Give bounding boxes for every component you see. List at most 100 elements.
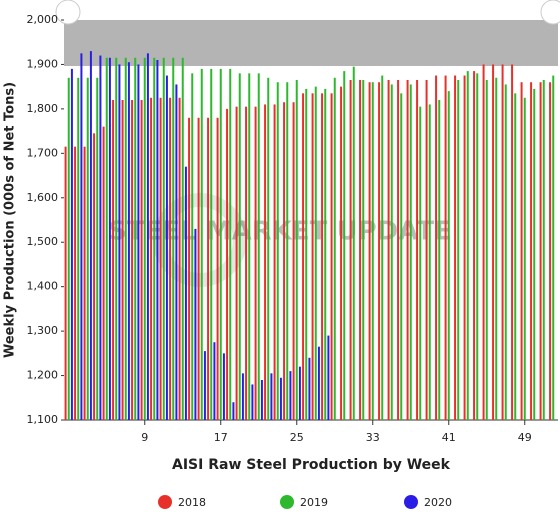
bar <box>511 64 514 420</box>
bar <box>222 353 225 420</box>
bar <box>194 228 197 420</box>
bar <box>286 82 289 420</box>
bar <box>302 93 305 420</box>
navigator-band <box>64 20 558 66</box>
bar <box>495 77 498 421</box>
legend-marker <box>280 495 294 509</box>
bar <box>530 82 533 420</box>
bar <box>96 77 99 421</box>
bar <box>485 80 488 420</box>
bar <box>207 117 210 421</box>
bar <box>371 82 374 420</box>
bar <box>330 93 333 420</box>
bar <box>93 133 96 421</box>
bar <box>549 82 552 420</box>
bar <box>539 82 542 420</box>
bar <box>115 57 118 421</box>
bar <box>542 80 545 420</box>
bar <box>257 73 260 420</box>
bar <box>454 75 457 421</box>
bar <box>210 68 213 420</box>
bar <box>292 102 295 420</box>
bar <box>64 146 67 420</box>
bar <box>267 77 270 421</box>
plot-area <box>64 20 558 420</box>
bar <box>229 68 232 420</box>
bar <box>438 100 441 420</box>
bar <box>134 57 137 421</box>
bar <box>520 82 523 420</box>
bar <box>248 73 251 420</box>
bar <box>283 102 286 420</box>
bar <box>77 77 80 421</box>
bar <box>178 97 181 421</box>
bar <box>169 97 172 421</box>
bar <box>188 117 191 421</box>
x-tick-label: 17 <box>214 431 228 444</box>
bar <box>162 57 165 421</box>
bar <box>416 80 419 420</box>
bar <box>476 73 479 420</box>
x-tick-label: 49 <box>518 431 532 444</box>
bar <box>184 166 187 420</box>
bar <box>492 64 495 420</box>
bar <box>226 108 229 420</box>
bar <box>251 384 254 420</box>
bar <box>203 351 206 420</box>
bar <box>523 97 526 421</box>
bar <box>216 117 219 421</box>
bar <box>289 371 292 420</box>
bar <box>219 68 222 420</box>
bar <box>381 75 384 421</box>
bar <box>349 80 352 420</box>
bar <box>172 57 175 421</box>
bar <box>327 335 330 420</box>
bar <box>321 93 324 420</box>
legend-marker <box>404 495 418 509</box>
bar <box>514 93 517 420</box>
bar <box>352 66 355 421</box>
y-tick-label: 1,100 <box>27 413 59 426</box>
bar <box>260 380 263 420</box>
bar <box>425 80 428 420</box>
bar <box>235 106 238 421</box>
y-tick-label: 1,900 <box>27 57 59 70</box>
bar <box>74 146 77 420</box>
bar <box>232 402 235 420</box>
bar <box>181 57 184 421</box>
x-tick-label: 33 <box>366 431 380 444</box>
bar <box>254 106 257 421</box>
bar <box>270 373 273 420</box>
bar <box>533 88 536 420</box>
bar <box>463 75 466 421</box>
bar <box>466 71 469 420</box>
bar <box>102 126 105 421</box>
bar <box>99 55 102 421</box>
bar <box>150 97 153 421</box>
scroll-handle-right[interactable] <box>540 0 560 25</box>
bar <box>121 100 124 420</box>
bar <box>80 53 83 420</box>
bar <box>552 75 555 421</box>
y-tick-label: 1,600 <box>27 191 59 204</box>
bar <box>444 75 447 421</box>
bar <box>340 86 343 421</box>
bar <box>333 77 336 421</box>
bar <box>406 80 409 420</box>
scroll-handle-left[interactable] <box>55 0 81 25</box>
bar <box>89 51 92 420</box>
bar <box>343 71 346 420</box>
bar <box>264 104 267 420</box>
bar <box>314 86 317 421</box>
legend-label: 2018 <box>178 496 206 509</box>
bar <box>308 357 311 420</box>
bar <box>390 84 393 420</box>
bar <box>473 71 476 420</box>
bar <box>317 346 320 420</box>
bar <box>447 91 450 420</box>
bar <box>400 93 403 420</box>
x-tick-label: 25 <box>290 431 304 444</box>
bar <box>112 100 115 420</box>
